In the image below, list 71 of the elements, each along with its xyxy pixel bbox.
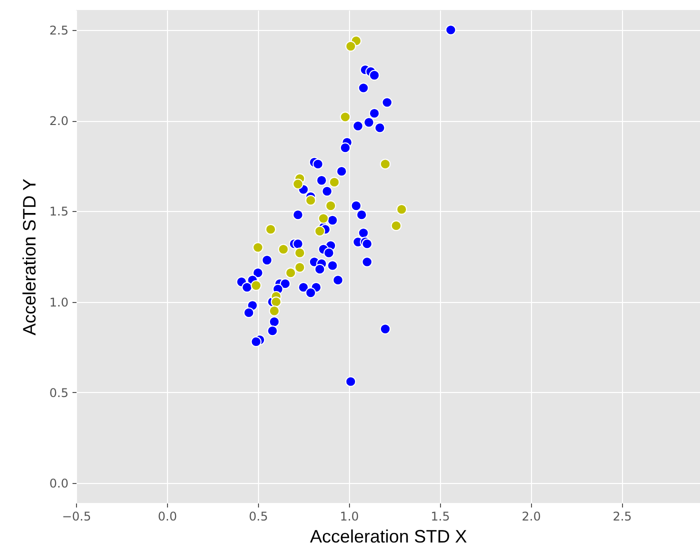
point (250, 280, 262, 291)
point (252, 267, 264, 278)
y-tick-label: 1.5 (49, 204, 68, 219)
y-tick-label: 1.0 (49, 295, 68, 310)
point (336, 166, 347, 177)
point (340, 142, 351, 154)
point (345, 40, 356, 52)
point (327, 260, 338, 271)
point (340, 112, 351, 122)
x-tick-label: 1.0 (340, 510, 359, 524)
point (280, 278, 291, 290)
point (322, 186, 332, 197)
x-tick-label: −0.5 (62, 510, 92, 524)
y-axis-title: Acceleration STD Y (19, 178, 40, 336)
point (298, 282, 309, 293)
point (374, 122, 386, 134)
point (362, 256, 372, 268)
point (312, 158, 324, 170)
point (445, 24, 456, 36)
point (243, 307, 254, 318)
point (356, 209, 367, 220)
x-tick-label: 0.5 (248, 510, 268, 524)
y-tick-label: 0.5 (49, 386, 68, 400)
y-tick-label: 0.0 (49, 476, 68, 491)
point (316, 175, 327, 186)
point (292, 178, 304, 190)
x-tick-label: 2.0 (522, 510, 541, 524)
point (267, 325, 278, 336)
point (294, 262, 306, 273)
point (305, 194, 316, 206)
point (318, 213, 329, 224)
point (270, 296, 282, 308)
point (314, 226, 326, 236)
point (332, 274, 344, 286)
x-tick-label: 1.5 (430, 510, 450, 524)
point (350, 200, 362, 212)
point (364, 117, 374, 128)
point (324, 248, 334, 258)
y-tick-label: 2.5 (49, 23, 68, 38)
point (325, 200, 336, 212)
point (328, 176, 340, 188)
point (305, 287, 316, 298)
point (314, 264, 326, 275)
point (242, 282, 252, 293)
point (327, 214, 338, 226)
x-tick-label: 2.5 (612, 510, 632, 524)
x-axis-title: Acceleration STD X (310, 526, 468, 546)
point (268, 306, 280, 316)
point (250, 336, 262, 348)
point (396, 204, 408, 215)
point (358, 82, 369, 94)
point (368, 108, 380, 119)
point (265, 224, 276, 235)
point (268, 316, 280, 328)
y-tick-label: 2.0 (49, 114, 68, 128)
point (390, 220, 402, 232)
point (252, 242, 264, 253)
point (345, 376, 356, 387)
point (292, 209, 304, 220)
point (352, 120, 364, 132)
point (294, 248, 306, 258)
point (358, 228, 369, 238)
point (382, 97, 392, 108)
point (285, 267, 296, 278)
point (278, 244, 289, 255)
point (292, 238, 304, 250)
point (380, 324, 391, 334)
x-tick-label: 0.0 (158, 510, 178, 524)
point (380, 158, 391, 170)
point (262, 254, 272, 266)
point (368, 70, 380, 81)
